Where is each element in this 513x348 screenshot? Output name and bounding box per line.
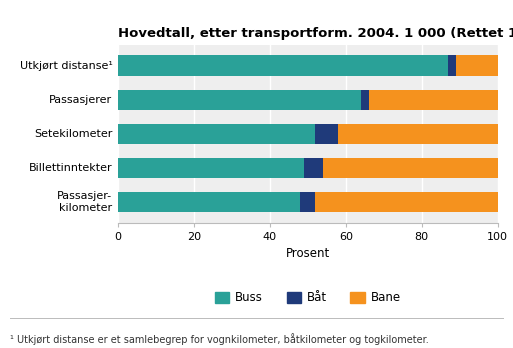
Text: Hovedtall, etter transportform. 2004. 1 000 (Rettet 18. desember 2007): Hovedtall, etter transportform. 2004. 1 … (118, 27, 513, 40)
Bar (315, 124, 338, 144)
Bar (368, 89, 498, 110)
Bar (323, 158, 498, 178)
Bar (118, 89, 361, 110)
Text: ¹ Utkjørt distanse er et samlebegrep for vognkilometer, båtkilometer og togkilom: ¹ Utkjørt distanse er et samlebegrep for… (10, 333, 429, 345)
Bar (304, 158, 323, 178)
Bar (456, 55, 498, 76)
Bar (118, 124, 315, 144)
Bar (448, 55, 456, 76)
Bar (338, 124, 498, 144)
Bar (361, 89, 368, 110)
X-axis label: Prosent: Prosent (286, 247, 330, 260)
Bar (118, 192, 300, 213)
Bar (315, 192, 498, 213)
Bar (118, 158, 304, 178)
Bar (300, 192, 315, 213)
Legend: Buss, Båt, Bane: Buss, Båt, Bane (210, 287, 405, 309)
Bar (118, 55, 448, 76)
